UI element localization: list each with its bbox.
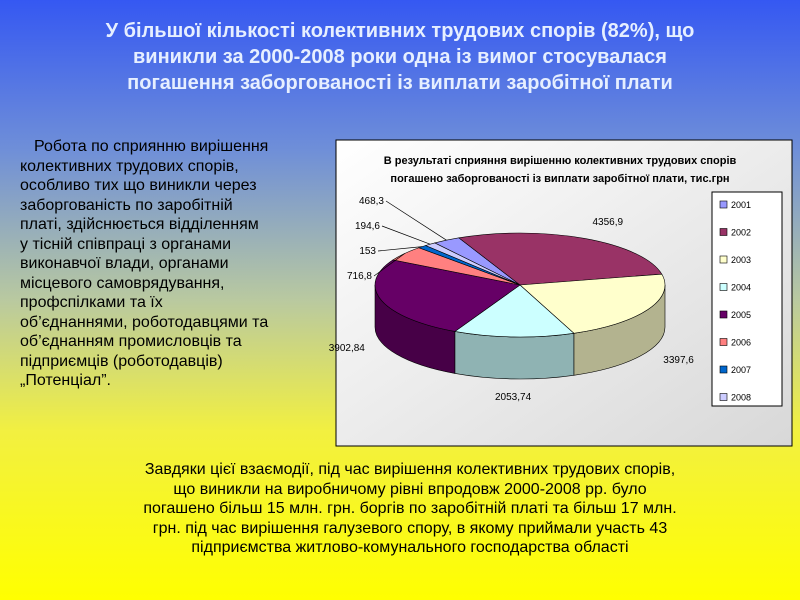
leader-line [373,253,405,277]
text-line: об’єднаннями, роботодавцями та [20,313,269,331]
legend-swatch [719,200,728,209]
leader-line [377,246,423,252]
leader-line [381,225,431,245]
chart-title: В результаті сприяння вирішенню колектив… [384,155,737,167]
data-label: 3397,6 [663,355,694,366]
text-line: Робота по сприянню вирішення [34,138,269,155]
legend-label: 2006 [731,338,751,348]
bottom-text: Завдяки цієї взаємодії, під час вирішенн… [40,460,780,558]
slice [458,232,663,286]
text-line: Завдяки цієї взаємодії, під час вирішенн… [144,461,676,478]
data-label: 3902,84 [329,343,366,354]
text-line: грн. під час вирішення галузевого спору,… [152,519,668,537]
slide-title: У більшої кількості колективних трудових… [20,18,780,96]
data-label: 194,6 [355,221,380,232]
leader-line [385,200,447,241]
legend-swatch [719,228,728,236]
title-line: У більшої кількості колективних трудових… [105,20,695,42]
text-line: підприємців (роботодавців) [20,352,223,370]
legend-swatch [719,283,728,291]
legend-label: 2001 [731,200,751,210]
text-line: що виникли на виробничому рівні впродовж… [173,480,647,498]
legend-swatch [719,365,728,374]
data-label: 716,8 [347,271,372,282]
text-line: „Потенціал”. [20,372,111,389]
slice [374,259,521,332]
title-line: виникли за 2000-2008 роки одна із вимог … [133,46,667,68]
text-line: колективних трудових спорів, [20,157,239,175]
text-line: об’єднанням промисловців та [20,333,242,350]
text-line: профспілками та їх [20,294,163,311]
legend-label: 2005 [731,310,751,320]
text-line: погашено більш 15 млн. грн. боргів по за… [143,500,677,517]
legend-label: 2003 [731,255,751,265]
legend-label: 2007 [731,365,751,375]
chart-title: погашено заборгованості із виплати зароб… [390,173,729,185]
data-label: 153 [359,246,376,257]
text-line: у тісній співпраці з органами [20,235,232,253]
legend-swatch [719,393,728,401]
text-line: заборгованість по заробітній [20,196,233,214]
text-line: платі, здійснюється відділенням [20,216,259,233]
slice [519,273,666,334]
legend-swatch [719,310,728,319]
text-line: підприємства житлово-комунального господ… [191,539,629,556]
text-line: особливо тих що виникли через [20,177,257,194]
slice [454,284,575,338]
legend-label: 2008 [731,393,751,403]
slice-side [454,331,575,380]
text-line: виконавчої влади, органами [20,255,229,272]
legend-swatch [719,338,728,346]
legend-label: 2002 [731,228,751,238]
legend-label: 2004 [731,283,751,293]
data-label: 468,3 [359,196,384,207]
data-label: 4356,9 [592,217,623,228]
left-text: Робота по сприянню вирішення колективних … [20,137,340,391]
legend-swatch [719,255,728,264]
data-label: 2053,74 [495,392,532,403]
text-line: місцевого самоврядування, [20,274,225,292]
title-line: погашення заборгованості із виплати заро… [127,72,673,94]
